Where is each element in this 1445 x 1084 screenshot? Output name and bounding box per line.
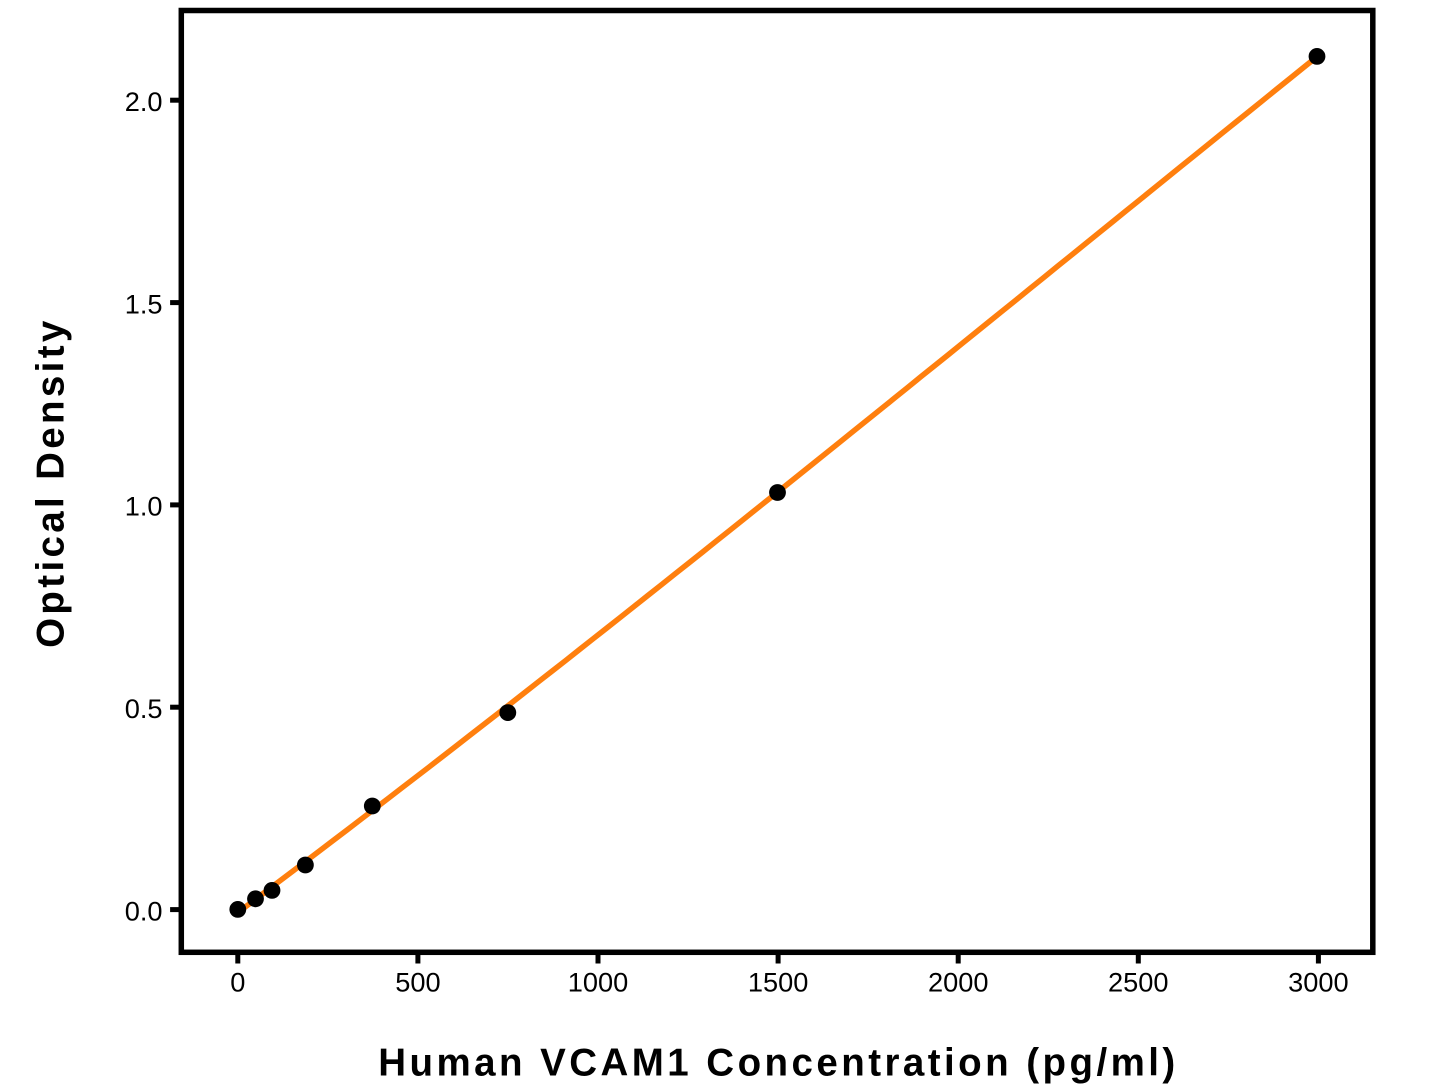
svg-text:2500: 2500 [1108,966,1168,997]
svg-text:500: 500 [395,966,440,997]
svg-text:0.0: 0.0 [125,895,163,926]
svg-text:0.5: 0.5 [125,693,163,724]
svg-text:Human VCAM1 Concentration (pg/: Human VCAM1 Concentration (pg/ml) [378,1042,1178,1084]
svg-text:Optical Density: Optical Density [30,317,73,648]
svg-text:1.5: 1.5 [125,288,163,319]
svg-text:1500: 1500 [748,966,808,997]
svg-text:2.0: 2.0 [125,86,163,117]
svg-text:2000: 2000 [928,966,988,997]
svg-text:0: 0 [230,966,245,997]
svg-text:1.0: 1.0 [125,491,163,522]
svg-text:3000: 3000 [1288,966,1348,997]
svg-text:1000: 1000 [568,966,628,997]
